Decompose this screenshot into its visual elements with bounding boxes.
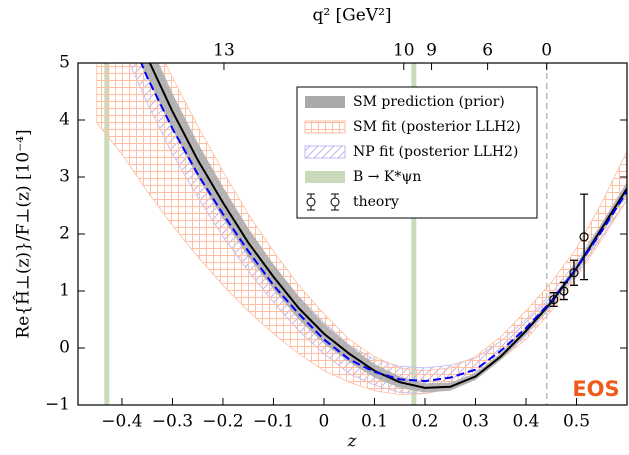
logo: EOS xyxy=(572,377,619,401)
legend-swatch xyxy=(305,171,345,183)
top-tick-label: 9 xyxy=(426,41,437,61)
legend: SM prediction (prior) SM fit (posterior L… xyxy=(296,86,538,219)
x-tick-label: 0.2 xyxy=(411,412,438,432)
y-tick-label: 0 xyxy=(59,338,70,358)
theory-marker xyxy=(559,286,569,296)
legend-label: theory xyxy=(353,194,399,210)
legend-marker xyxy=(306,197,316,207)
x-tick-label: 0.5 xyxy=(563,412,590,432)
theory-marker xyxy=(549,294,559,305)
legend-label: SM fit (posterior LLH2) xyxy=(353,119,521,135)
theory-point xyxy=(569,259,579,286)
legend-swatch xyxy=(304,145,346,159)
top-tick-label: 13 xyxy=(213,41,235,61)
theory-marker xyxy=(579,232,589,242)
x-tick-label: −0.1 xyxy=(253,412,294,432)
y-tick-label: 5 xyxy=(59,53,70,73)
x-tick-label: 0.3 xyxy=(462,412,489,432)
legend-marker xyxy=(330,197,340,207)
y-tick-label: 2 xyxy=(59,224,70,244)
x-tick-label: 0.4 xyxy=(512,412,539,432)
x-tick-label: 0.1 xyxy=(361,412,388,432)
theory-point xyxy=(559,281,569,301)
y-tick-label: −1 xyxy=(45,395,70,415)
x-tick-label: 0 xyxy=(319,412,330,432)
theory-marker xyxy=(569,268,579,278)
theory-point xyxy=(549,292,559,308)
y-tick-label: 4 xyxy=(59,110,70,130)
legend-swatch xyxy=(304,120,346,134)
y-tick-label: 3 xyxy=(59,167,70,187)
top-axis-label: q² [GeV²] xyxy=(312,6,391,26)
legend-swatch xyxy=(305,96,345,108)
line xyxy=(140,63,627,383)
legend-label: SM prediction (prior) xyxy=(353,94,505,110)
line xyxy=(148,63,627,389)
top-tick-label: 10 xyxy=(393,41,415,61)
error-bar xyxy=(569,259,578,286)
y-tick-label: 1 xyxy=(59,281,70,301)
x-tick-label: −0.3 xyxy=(152,412,193,432)
x-tick-label: −0.4 xyxy=(101,412,142,432)
legend-label: NP fit (posterior LLH2) xyxy=(353,144,518,160)
theory-point xyxy=(579,193,589,281)
error-bar xyxy=(559,281,568,301)
axes: −0.4 −0.3 −0.2 −0.1 0 0.1 0.2 0.3 0.4 0.5 −1 0 1 2 3 4 5… xyxy=(45,41,628,432)
top-tick-label: 6 xyxy=(482,41,493,61)
x-tick-label: −0.2 xyxy=(202,412,243,432)
x-axis-label: z xyxy=(347,432,358,452)
error-bar xyxy=(580,193,589,281)
top-tick-label: 0 xyxy=(541,41,552,61)
legend-label: B → K*ψn xyxy=(353,169,421,185)
band xyxy=(96,63,627,396)
y-axis-label: Re{Ĥ⊥(z)}/F⊥(z) [10⁻⁴] xyxy=(13,129,34,338)
